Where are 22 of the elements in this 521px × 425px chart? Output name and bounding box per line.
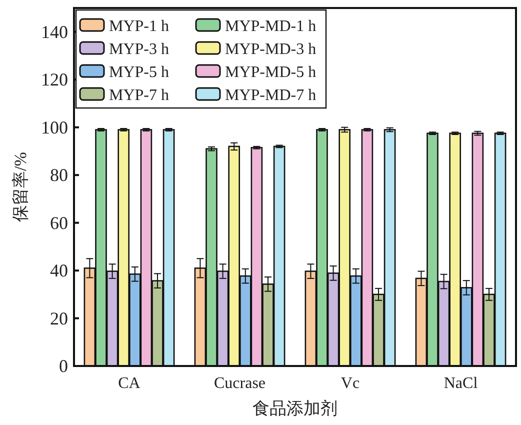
y-tick-label: 100 [41, 117, 68, 138]
y-tick-label: 20 [50, 308, 68, 328]
legend-label: MYP-1 h [109, 18, 170, 35]
y-tick-label: 140 [41, 22, 68, 42]
x-tick-label: CA [118, 375, 141, 392]
legend-label: MYP-7 h [109, 87, 170, 104]
legend-label: MYP-MD-1 h [225, 18, 316, 35]
x-tick-label: NaCl [444, 375, 478, 392]
y-tick-label: 60 [50, 212, 68, 233]
x-axis-title: 食品添加剂 [252, 399, 338, 418]
legend-label: MYP-MD-5 h [225, 64, 316, 81]
y-tick-label: 40 [50, 260, 68, 281]
x-tick-label: Vc [340, 375, 360, 392]
y-tick-label: 80 [50, 165, 68, 186]
legend-label: MYP-MD-3 h [225, 41, 316, 58]
y-axis-title: 保留率/% [11, 152, 30, 222]
legend-label: MYP-3 h [109, 41, 170, 58]
legend-label: MYP-MD-7 h [225, 87, 316, 104]
x-tick-label: Cucrase [214, 375, 266, 392]
y-tick-label: 0 [59, 356, 68, 376]
legend-label: MYP-5 h [109, 64, 170, 81]
y-tick-label: 120 [41, 70, 68, 90]
